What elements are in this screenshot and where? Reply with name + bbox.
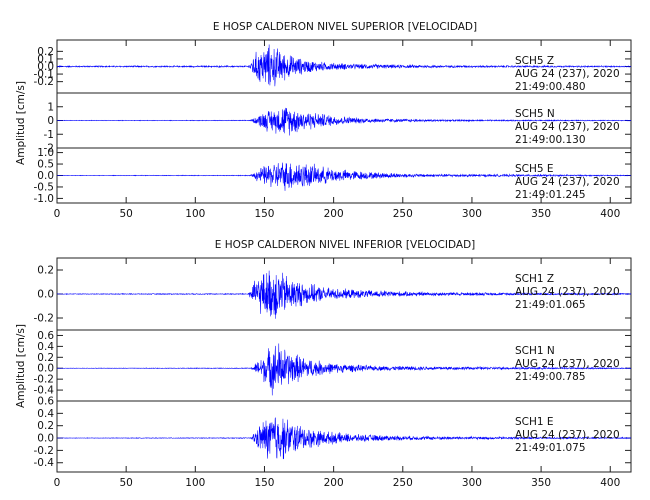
x-tick-label: 400 <box>600 477 620 489</box>
lower-panel-y-axis-label: Amplitud [cm/s] <box>15 324 27 408</box>
waveform-line <box>56 417 632 460</box>
y-tick-label: -0.4 <box>34 385 55 397</box>
time-label: 21:49:00.130 <box>515 134 586 146</box>
y-tick-label: 0.0 <box>37 61 54 73</box>
y-tick-label: -0.5 <box>34 181 55 193</box>
y-tick-label: -0.1 <box>34 69 55 81</box>
waveform-line <box>56 44 632 87</box>
y-tick-label: -2 <box>44 143 54 155</box>
date-label: AUG 24 (237), 2020 <box>515 429 620 441</box>
y-tick-label: -0.2 <box>34 76 55 88</box>
time-label: 21:49:00.480 <box>515 81 586 93</box>
y-tick-label: 1.0 <box>37 147 54 159</box>
y-tick-label: 0 <box>47 115 54 127</box>
y-tick-label: -0.2 <box>34 374 55 386</box>
y-tick-label: 0.2 <box>37 420 54 432</box>
time-label: 21:49:01.075 <box>515 442 586 454</box>
date-label: AUG 24 (237), 2020 <box>515 176 620 188</box>
x-tick-label: 150 <box>254 208 274 220</box>
x-tick-label: 100 <box>185 208 205 220</box>
x-tick-label: 0 <box>54 208 61 220</box>
lower-panel-title: E HOSP CALDERON NIVEL INFERIOR [VELOCIDA… <box>215 239 476 251</box>
time-label: 21:49:01.245 <box>515 189 586 201</box>
y-tick-label: -0.4 <box>34 457 55 469</box>
x-tick-label: 100 <box>185 477 205 489</box>
station-label: SCH5 N <box>515 108 555 120</box>
time-label: 21:49:01.065 <box>515 299 586 311</box>
x-tick-label: 200 <box>324 208 344 220</box>
y-tick-label: 0.0 <box>37 170 54 182</box>
y-tick-label: -0.2 <box>34 313 55 325</box>
station-label: SCH5 Z <box>515 55 554 67</box>
time-label: 21:49:00.785 <box>515 371 586 383</box>
station-label: SCH1 N <box>515 345 555 357</box>
x-tick-label: 250 <box>393 477 413 489</box>
x-tick-label: 200 <box>324 477 344 489</box>
waveform-line <box>56 343 632 396</box>
x-tick-label: 400 <box>600 208 620 220</box>
y-tick-label: 0.1 <box>37 53 54 65</box>
track-frame <box>56 400 632 473</box>
x-tick-label: 300 <box>462 477 482 489</box>
date-label: AUG 24 (237), 2020 <box>515 68 620 80</box>
x-tick-label: 50 <box>119 477 132 489</box>
station-label: SCH1 E <box>515 416 554 428</box>
x-tick-label: 350 <box>531 208 551 220</box>
date-label: AUG 24 (237), 2020 <box>515 121 620 133</box>
x-tick-label: 0 <box>54 477 61 489</box>
station-label: SCH5 E <box>515 163 554 175</box>
upper-panel-y-axis-label: Amplitud [cm/s] <box>15 81 27 165</box>
waveform-line <box>56 107 632 136</box>
x-tick-label: 300 <box>462 208 482 220</box>
y-tick-label: 0.0 <box>37 433 54 445</box>
y-tick-label: 1 <box>47 101 54 113</box>
waveform-line <box>56 162 632 191</box>
y-tick-label: 0.6 <box>37 396 54 408</box>
upper-panel-title: E HOSP CALDERON NIVEL SUPERIOR [VELOCIDA… <box>213 21 477 33</box>
y-tick-label: -1.0 <box>34 193 55 205</box>
x-tick-label: 350 <box>531 477 551 489</box>
x-tick-label: 250 <box>393 208 413 220</box>
date-label: AUG 24 (237), 2020 <box>515 286 620 298</box>
y-tick-label: -0.2 <box>34 445 55 457</box>
lower-panel: E HOSP CALDERON NIVEL INFERIOR [VELOCIDA… <box>15 239 632 489</box>
x-tick-label: 50 <box>119 208 132 220</box>
y-tick-label: -1 <box>44 129 54 141</box>
y-tick-label: 0.2 <box>37 352 54 364</box>
y-tick-label: 0.2 <box>37 265 54 277</box>
y-tick-label: 0.2 <box>37 46 54 58</box>
y-tick-label: 0.5 <box>37 159 54 171</box>
waveform-line <box>56 270 632 319</box>
upper-panel: E HOSP CALDERON NIVEL SUPERIOR [VELOCIDA… <box>15 21 632 220</box>
station-label: SCH1 Z <box>515 273 554 285</box>
y-tick-label: 0.4 <box>37 341 54 353</box>
y-tick-label: 0.6 <box>37 330 54 342</box>
y-tick-label: 0.0 <box>37 289 54 301</box>
x-tick-label: 150 <box>254 477 274 489</box>
y-tick-label: 0.4 <box>37 408 54 420</box>
y-tick-label: 0.0 <box>37 363 54 375</box>
date-label: AUG 24 (237), 2020 <box>515 358 620 370</box>
